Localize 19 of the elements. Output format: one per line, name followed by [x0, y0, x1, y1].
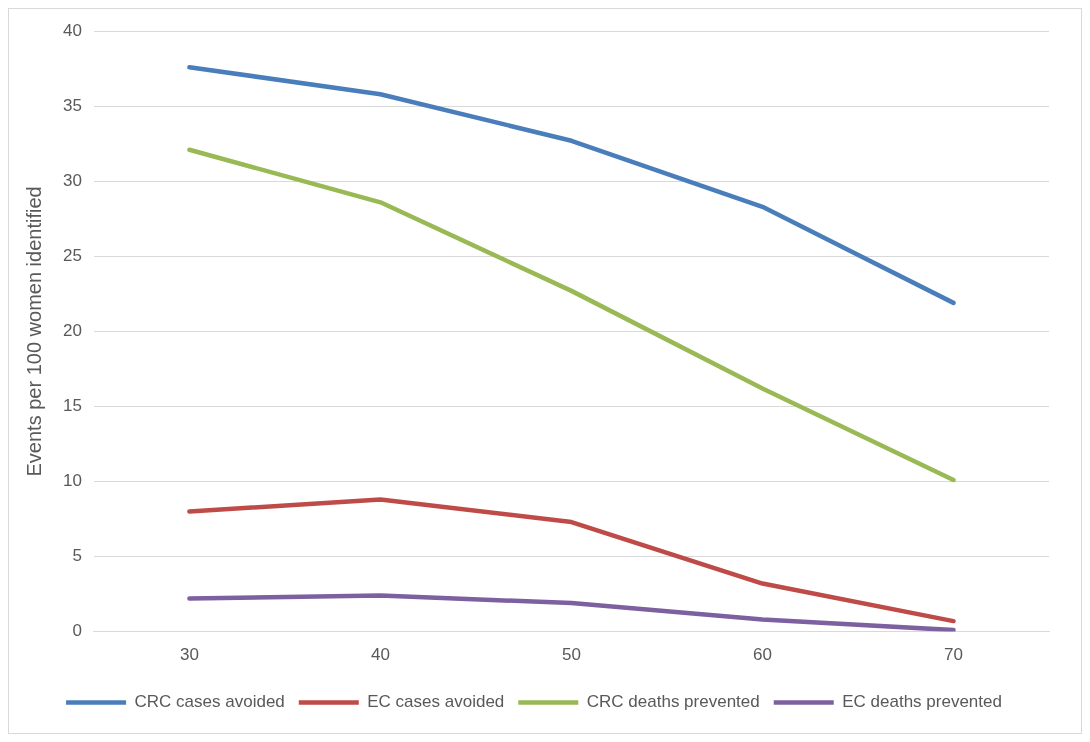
legend-label: EC cases avoided — [367, 692, 505, 712]
x-tick-label: 70 — [944, 645, 963, 665]
y-tick-label: 35 — [62, 95, 82, 115]
legend-label: CRC cases avoided — [134, 692, 285, 712]
y-tick-label: 0 — [72, 621, 82, 641]
y-tick-label: 20 — [62, 321, 82, 341]
x-tick-label: 60 — [753, 645, 772, 665]
x-tick-label: 30 — [179, 645, 199, 665]
legend-label: CRC deaths prevented — [586, 692, 760, 712]
y-tick-label: 10 — [62, 471, 82, 491]
y-tick-label: 15 — [62, 396, 82, 416]
legend-label: EC deaths prevented — [842, 692, 1002, 712]
y-tick-label: 30 — [62, 170, 82, 190]
x-tick-label: 40 — [370, 645, 390, 665]
x-tick-label: 50 — [561, 645, 581, 665]
y-axis-title: Events per 100 women identified — [22, 186, 45, 477]
y-tick-label: 40 — [62, 20, 82, 40]
y-tick-label: 5 — [72, 546, 82, 566]
y-tick-label: 25 — [62, 246, 82, 266]
